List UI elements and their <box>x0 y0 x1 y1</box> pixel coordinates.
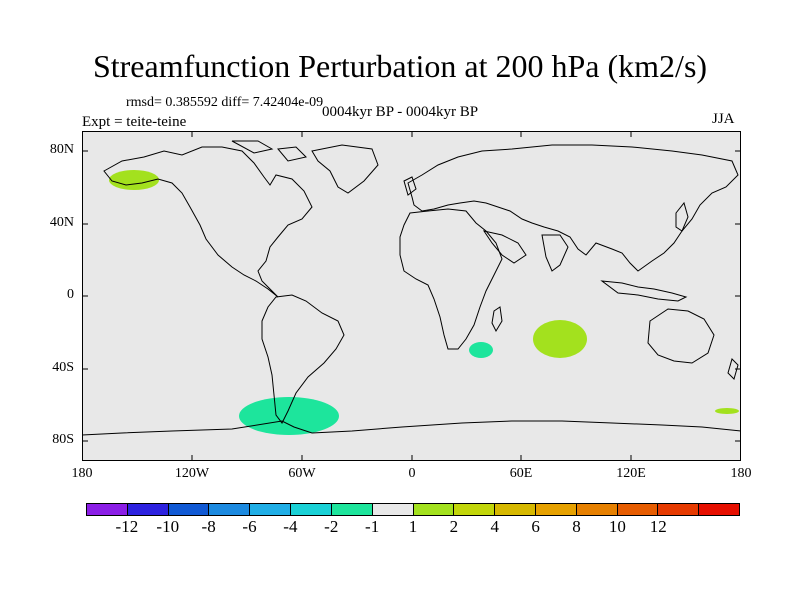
coast-madagascar <box>491 306 503 333</box>
coast-north-america <box>103 146 313 298</box>
lon-label-120e: 120E <box>616 466 646 481</box>
coast-antarctica <box>82 420 741 436</box>
colorbar-label: -6 <box>242 517 257 536</box>
lon-label-180w: 180 <box>71 466 93 481</box>
anomaly-antarctic-peninsula <box>239 397 339 435</box>
coast-indonesia <box>600 280 688 302</box>
colorbar-box <box>331 504 373 515</box>
colorbar-box <box>413 504 455 515</box>
colorbar-label: 6 <box>531 517 540 536</box>
lon-label-120w: 120W <box>174 466 210 481</box>
anomaly-indian-ocean <box>533 320 587 358</box>
lat-label-40n: 40N <box>49 215 74 230</box>
anomaly-madagascar <box>469 342 493 358</box>
season-label: JJA <box>712 111 735 127</box>
colorbar-box <box>291 504 332 515</box>
colorbar-box <box>617 504 659 515</box>
colorbar-label: 8 <box>572 517 581 536</box>
lat-label-0: 0 <box>67 287 74 302</box>
colorbar-label: -12 <box>115 517 139 536</box>
colorbar-label: 10 <box>608 517 626 536</box>
colorbar-label: -8 <box>201 517 216 536</box>
coast-arctic-islands <box>231 140 307 162</box>
lon-label-60w: 60W <box>288 466 316 481</box>
colorbar-box <box>372 504 414 515</box>
lon-label-0: 0 <box>408 466 416 481</box>
colorbar-box <box>127 504 169 515</box>
coast-new-zealand <box>727 358 739 380</box>
anomaly-alaska <box>109 170 159 190</box>
coast-arabia <box>482 230 527 264</box>
colorbar-box <box>535 504 577 515</box>
colorbar-box <box>87 504 128 515</box>
plot-title: Streamfunction Perturbation at 200 hPa (… <box>92 48 708 84</box>
lat-label-80s: 80S <box>52 432 74 447</box>
coast-japan <box>675 201 689 232</box>
colorbar-label: -4 <box>283 517 298 536</box>
colorbar-box <box>454 504 496 515</box>
colorbar <box>86 503 740 516</box>
lat-label-80n: 80N <box>49 142 74 157</box>
coastlines <box>82 140 741 436</box>
experiment-label: Expt = teite-teine <box>82 114 187 130</box>
colorbar-label: 12 <box>649 517 667 536</box>
plot-subtitle: 0004kyr BP - 0004kyr BP <box>321 104 479 120</box>
colorbar-box <box>576 504 618 515</box>
coast-india <box>541 234 569 272</box>
colorbar-label: 1 <box>408 517 418 536</box>
colorbar-label: 2 <box>449 517 459 536</box>
world-map <box>82 131 741 461</box>
map-frame <box>82 131 741 461</box>
map-background <box>82 131 741 461</box>
coast-eurasia <box>407 144 739 272</box>
coast-uk <box>403 176 417 196</box>
colorbar-box <box>168 504 210 515</box>
colorbar-box <box>699 504 739 515</box>
colorbar-label: 4 <box>490 517 500 536</box>
anomaly-ross-sea <box>715 408 739 414</box>
colorbar-box <box>250 504 292 515</box>
colorbar-box <box>209 504 251 515</box>
colorbar-label: -10 <box>156 517 180 536</box>
coast-south-america <box>261 294 345 424</box>
coast-africa <box>399 208 503 350</box>
colorbar-box <box>495 504 536 515</box>
colorbar-label: -1 <box>365 517 380 536</box>
colorbar-label: -2 <box>324 517 339 536</box>
colorbar-box <box>658 504 700 515</box>
lon-label-60e: 60E <box>509 466 533 481</box>
coast-australia <box>647 308 715 364</box>
coast-greenland <box>311 144 379 194</box>
stats-text: rmsd= 0.385592 diff= 7.42404e-09 <box>126 95 324 110</box>
lat-label-40s: 40S <box>52 360 74 375</box>
lon-label-180e: 180 <box>730 466 752 481</box>
